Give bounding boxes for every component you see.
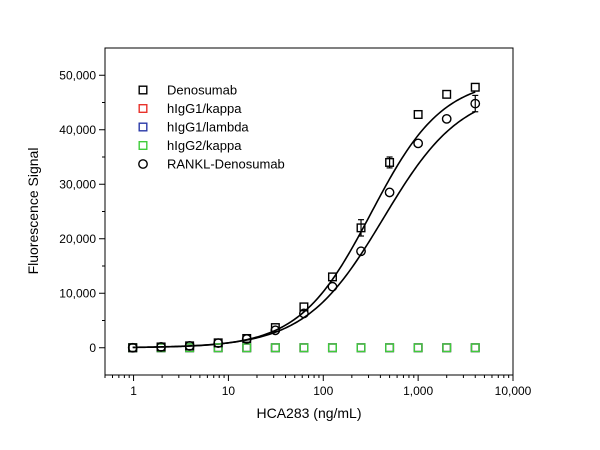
data-point (384, 187, 395, 198)
data-point (213, 343, 223, 353)
data-point (327, 272, 337, 282)
x-tick-label: 1 (130, 384, 137, 398)
data-points (127, 82, 481, 353)
data-point (242, 343, 252, 353)
data-point (356, 223, 366, 233)
data-point (385, 157, 395, 167)
data-point (385, 343, 395, 353)
data-point (356, 246, 366, 257)
y-tick-label: 0 (89, 341, 96, 355)
data-point (184, 340, 195, 351)
data-point (213, 338, 224, 349)
data-point (299, 343, 309, 353)
data-point (470, 98, 481, 109)
data-point (327, 343, 337, 353)
data-point (270, 343, 280, 353)
legend-marker (138, 159, 148, 169)
x-tick-label: 10 (222, 384, 236, 398)
data-point (356, 343, 366, 353)
y-tick-label: 50,000 (59, 68, 96, 82)
data-point (413, 138, 424, 149)
data-point (127, 342, 138, 353)
data-point (270, 343, 280, 353)
legend: Denosumab hIgG1/kappa hIgG1/lambda hIgG2/ka… (138, 83, 285, 172)
legend-label: RANKL-Denosumab (167, 157, 285, 172)
data-point (356, 343, 366, 353)
data-point (413, 343, 423, 353)
y-tick-label: 10,000 (59, 286, 96, 300)
legend-label: Denosumab (167, 83, 237, 98)
legend-marker (138, 122, 148, 132)
data-point (299, 343, 309, 353)
data-point (470, 343, 480, 353)
data-point (270, 325, 281, 336)
legend-label: hIgG2/kappa (167, 138, 242, 153)
x-axis-title: HCA283 (ng/mL) (256, 405, 361, 421)
data-point (241, 334, 252, 344)
data-point (441, 113, 452, 124)
data-point (385, 343, 395, 353)
legend-marker (138, 140, 148, 150)
data-point (442, 89, 452, 99)
data-point (442, 343, 452, 353)
data-point (413, 343, 423, 353)
data-point (299, 343, 309, 353)
data-point (242, 343, 252, 353)
data-point (242, 343, 252, 353)
x-axis: 1 10 100 1,000 10,000 (104, 375, 532, 398)
legend-label: hIgG1/lambda (167, 120, 249, 135)
data-point (299, 302, 309, 312)
data-point (470, 82, 480, 92)
x-tick-label: 100 (313, 384, 333, 398)
legend-marker (138, 103, 148, 113)
legend-label: hIgG1/kappa (167, 101, 242, 116)
data-point (385, 343, 395, 353)
data-point (327, 281, 338, 292)
data-point (470, 343, 480, 353)
y-tick-label: 40,000 (59, 123, 96, 137)
y-axis: 0 10,000 20,000 30,000 40,000 50,000 (59, 68, 105, 355)
data-point (442, 343, 452, 353)
data-point (299, 308, 309, 319)
data-point (270, 343, 280, 353)
y-tick-label: 30,000 (59, 177, 96, 191)
x-tick-label: 10,000 (495, 384, 532, 398)
data-point (442, 343, 452, 353)
data-point (356, 343, 366, 353)
y-axis-title: Fluorescence Signal (25, 148, 41, 275)
data-point (156, 342, 166, 352)
data-point (413, 109, 423, 119)
data-point (327, 343, 337, 353)
x-tick-label: 1,000 (403, 384, 433, 398)
legend-marker (138, 85, 148, 95)
y-tick-label: 20,000 (59, 232, 96, 246)
data-point (327, 343, 337, 353)
data-point (413, 343, 423, 353)
data-point (470, 343, 480, 353)
